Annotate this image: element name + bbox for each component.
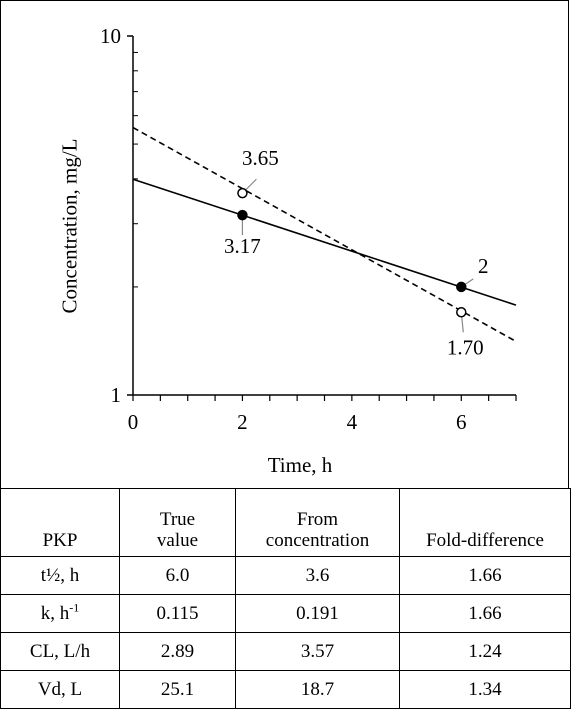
table-row: k, h-1 0.115 0.191 1.66 (0, 594, 571, 633)
dashed-fit-line (132, 126, 517, 343)
cell-fold-difference: 1.66 (399, 594, 571, 633)
filled-data-point (237, 209, 248, 221)
cell-fold-difference: 1.66 (399, 556, 571, 595)
data-label: 1.70 (447, 335, 484, 359)
cell-true-value: 2.89 (119, 632, 236, 671)
solid-fit-line (132, 178, 517, 306)
plot-panel: 1 10 0 2 4 6 3.17 2 3.65 1.70 Concentration, mg/L… (0, 0, 569, 488)
y-axis-label: Concentration, mg/L (57, 138, 82, 314)
data-label: 3.17 (224, 234, 261, 258)
cell-true-value: 6.0 (119, 556, 236, 595)
table-row: Vd, L 25.1 18.7 1.34 (0, 670, 571, 709)
header-pkp: PKP (0, 488, 120, 557)
cell-fold-difference: 1.34 (399, 670, 571, 709)
x-axis-label: Time, h (267, 453, 333, 477)
cell-pkp: k, h-1 (0, 594, 120, 633)
pkp-table: PKP True value From concentration Fold-dif… (0, 488, 571, 709)
filled-data-point (456, 281, 467, 293)
open-data-point (456, 307, 467, 318)
x-tick-label: 4 (347, 410, 358, 434)
x-tick-label: 6 (456, 410, 467, 434)
y-tick-label: 1 (111, 383, 122, 407)
open-data-point (237, 187, 248, 199)
chart: 1 10 0 2 4 6 3.17 2 3.65 1.70 (100, 24, 517, 434)
table-row: t½, h 6.0 3.6 1.66 (0, 556, 571, 595)
y-tick-label: 10 (100, 24, 121, 48)
x-tick-label: 2 (237, 410, 248, 434)
header-from-concentration: From concentration (235, 488, 400, 557)
x-tick-label: 0 (128, 410, 139, 434)
cell-pkp: t½, h (0, 556, 120, 595)
table-row: CL, L/h 2.89 3.57 1.24 (0, 632, 571, 671)
cell-from-concentration: 0.191 (235, 594, 400, 633)
cell-true-value: 0.115 (119, 594, 236, 633)
cell-pkp: CL, L/h (0, 632, 120, 671)
cell-from-concentration: 3.6 (235, 556, 400, 595)
table-header-row: PKP True value From concentration Fold-dif… (0, 488, 571, 557)
cell-true-value: 25.1 (119, 670, 236, 709)
header-fold-difference: Fold-difference (399, 488, 571, 557)
header-true-value: True value (119, 488, 236, 557)
cell-from-concentration: 3.57 (235, 632, 400, 671)
cell-pkp: Vd, L (0, 670, 120, 709)
cell-fold-difference: 1.24 (399, 632, 571, 671)
data-label: 2 (478, 254, 489, 278)
data-label: 3.65 (242, 146, 279, 170)
cell-from-concentration: 18.7 (235, 670, 400, 709)
